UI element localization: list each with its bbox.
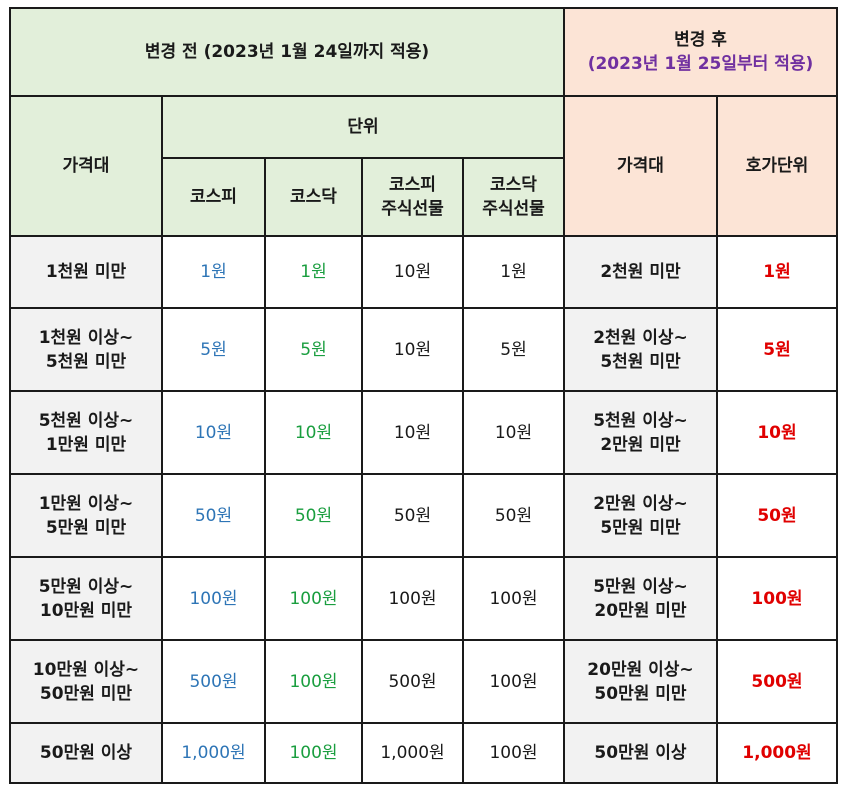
price-range-line1: 1천원 미만 xyxy=(45,262,127,282)
kosdaq-futures-cell: 50원 xyxy=(462,473,565,558)
price-range-line2: 1만원 미만 xyxy=(45,434,127,455)
price-range-cell: 1만원 이상~ 5만원 미만 xyxy=(9,473,163,558)
price-range-cell: 10만원 이상~ 50만원 미만 xyxy=(9,639,163,724)
kospi-futures-cell: 10원 xyxy=(361,390,464,475)
kospi-cell: 500원 xyxy=(161,639,266,724)
new-price-range-line2: 20만원 미만 xyxy=(594,600,687,621)
price-range-line1: 1만원 이상~ xyxy=(38,493,134,514)
new-price-range-line1: 2천원 미만 xyxy=(600,262,681,282)
kospi-cell: 50원 xyxy=(161,473,266,558)
kospi-cell: 1원 xyxy=(161,235,266,309)
table-row: 50만원 이상 1,000원 100원 1,000원 100원 50만원 이상 … xyxy=(9,722,838,784)
new-price-range-cell: 50만원 이상 xyxy=(563,722,718,784)
new-price-range-line2: 5만원 미만 xyxy=(600,517,681,538)
kosdaq-futures-header-line2: 주식선물 xyxy=(482,199,545,219)
new-price-range-line1: 2만원 이상~ xyxy=(593,493,688,514)
new-price-range-cell: 2천원 이상~ 5천원 미만 xyxy=(563,307,718,392)
tick-size-table: 변경 전 (2023년 1월 24일까지 적용) 변경 후 (2023년 1월 … xyxy=(9,7,838,784)
new-price-range-cell: 5천원 이상~ 2만원 미만 xyxy=(563,390,718,475)
new-price-range-cell: 2천원 미만 xyxy=(563,235,718,309)
price-range-cell: 50만원 이상 xyxy=(9,722,163,784)
new-price-range-line1: 20만원 이상~ xyxy=(587,659,694,680)
tick-unit-header: 호가단위 xyxy=(716,95,838,237)
price-range-cell: 1천원 이상~ 5천원 미만 xyxy=(9,307,163,392)
kospi-futures-header-line1: 코스피 xyxy=(389,175,436,195)
after-change-date: (2023년 1월 25일부터 적용) xyxy=(587,54,814,74)
new-tick-unit-cell: 100원 xyxy=(716,556,838,641)
new-price-range-line1: 50만원 이상 xyxy=(594,743,687,763)
after-change-header: 변경 후 (2023년 1월 25일부터 적용) xyxy=(563,7,838,97)
new-price-range-cell: 20만원 이상~ 50만원 미만 xyxy=(563,639,718,724)
kospi-futures-cell: 50원 xyxy=(361,473,464,558)
price-range-line2: 10만원 미만 xyxy=(39,600,133,621)
new-price-range-line1: 5천원 이상~ xyxy=(593,410,688,431)
price-range-line2: 5천원 미만 xyxy=(45,351,127,372)
after-change-title: 변경 후 xyxy=(674,30,727,50)
kosdaq-futures-header-line1: 코스닥 xyxy=(490,175,537,195)
new-price-range-line1: 2천원 이상~ xyxy=(593,327,688,348)
kospi-futures-cell: 100원 xyxy=(361,556,464,641)
table-row: 1천원 미만 1원 1원 10원 1원 2천원 미만 1원 xyxy=(9,235,838,309)
kosdaq-cell: 1원 xyxy=(264,235,363,309)
new-price-range-line1: 5만원 이상~ xyxy=(593,576,688,597)
new-price-range-line2: 5천원 미만 xyxy=(600,351,681,372)
kosdaq-cell: 100원 xyxy=(264,639,363,724)
price-range-cell: 1천원 미만 xyxy=(9,235,163,309)
kosdaq-futures-cell: 100원 xyxy=(462,639,565,724)
kospi-futures-cell: 1,000원 xyxy=(361,722,464,784)
table-row: 5천원 이상~ 1만원 미만 10원 10원 10원 10원 5천원 이상~ 2… xyxy=(9,390,838,475)
new-tick-unit-cell: 10원 xyxy=(716,390,838,475)
new-tick-unit-cell: 1원 xyxy=(716,235,838,309)
table-row: 1만원 이상~ 5만원 미만 50원 50원 50원 50원 2만원 이상~ 5… xyxy=(9,473,838,558)
kospi-cell: 100원 xyxy=(161,556,266,641)
new-tick-unit-cell: 500원 xyxy=(716,639,838,724)
kosdaq-cell: 100원 xyxy=(264,722,363,784)
kospi-futures-cell: 10원 xyxy=(361,307,464,392)
table-row: 10만원 이상~ 50만원 미만 500원 100원 500원 100원 20만… xyxy=(9,639,838,724)
price-range-line1: 5천원 이상~ xyxy=(38,410,134,431)
kosdaq-futures-cell: 10원 xyxy=(462,390,565,475)
kosdaq-cell: 100원 xyxy=(264,556,363,641)
price-range-line1: 5만원 이상~ xyxy=(38,576,134,597)
table-row: 1천원 이상~ 5천원 미만 5원 5원 10원 5원 2천원 이상~ 5천원 … xyxy=(9,307,838,392)
price-range-line1: 50만원 이상 xyxy=(39,743,133,763)
price-range-cell: 5만원 이상~ 10만원 미만 xyxy=(9,556,163,641)
kosdaq-futures-cell: 5원 xyxy=(462,307,565,392)
price-range-header: 가격대 xyxy=(9,95,163,237)
kospi-header: 코스피 xyxy=(161,157,266,237)
unit-header: 단위 xyxy=(161,95,565,159)
kospi-futures-header: 코스피 주식선물 xyxy=(361,157,464,237)
kosdaq-futures-cell: 100원 xyxy=(462,556,565,641)
new-tick-unit-cell: 50원 xyxy=(716,473,838,558)
new-price-range-line2: 50만원 미만 xyxy=(594,683,687,704)
price-range-line2: 50만원 미만 xyxy=(39,683,133,704)
kospi-futures-cell: 500원 xyxy=(361,639,464,724)
kospi-futures-header-line2: 주식선물 xyxy=(381,199,444,219)
new-price-range-header: 가격대 xyxy=(563,95,718,237)
before-change-header: 변경 전 (2023년 1월 24일까지 적용) xyxy=(9,7,565,97)
kosdaq-header: 코스닥 xyxy=(264,157,363,237)
price-range-line2: 5만원 미만 xyxy=(45,517,127,538)
kosdaq-futures-cell: 100원 xyxy=(462,722,565,784)
kosdaq-futures-header: 코스닥 주식선물 xyxy=(462,157,565,237)
new-tick-unit-cell: 5원 xyxy=(716,307,838,392)
new-price-range-cell: 5만원 이상~ 20만원 미만 xyxy=(563,556,718,641)
new-price-range-line2: 2만원 미만 xyxy=(600,434,681,455)
price-range-line1: 10만원 이상~ xyxy=(32,659,140,680)
kosdaq-futures-cell: 1원 xyxy=(462,235,565,309)
table-row: 5만원 이상~ 10만원 미만 100원 100원 100원 100원 5만원 … xyxy=(9,556,838,641)
price-range-cell: 5천원 이상~ 1만원 미만 xyxy=(9,390,163,475)
kosdaq-cell: 5원 xyxy=(264,307,363,392)
kosdaq-cell: 10원 xyxy=(264,390,363,475)
kospi-cell: 10원 xyxy=(161,390,266,475)
kospi-cell: 1,000원 xyxy=(161,722,266,784)
kosdaq-cell: 50원 xyxy=(264,473,363,558)
kospi-futures-cell: 10원 xyxy=(361,235,464,309)
new-tick-unit-cell: 1,000원 xyxy=(716,722,838,784)
kospi-cell: 5원 xyxy=(161,307,266,392)
new-price-range-cell: 2만원 이상~ 5만원 미만 xyxy=(563,473,718,558)
price-range-line1: 1천원 이상~ xyxy=(38,327,134,348)
